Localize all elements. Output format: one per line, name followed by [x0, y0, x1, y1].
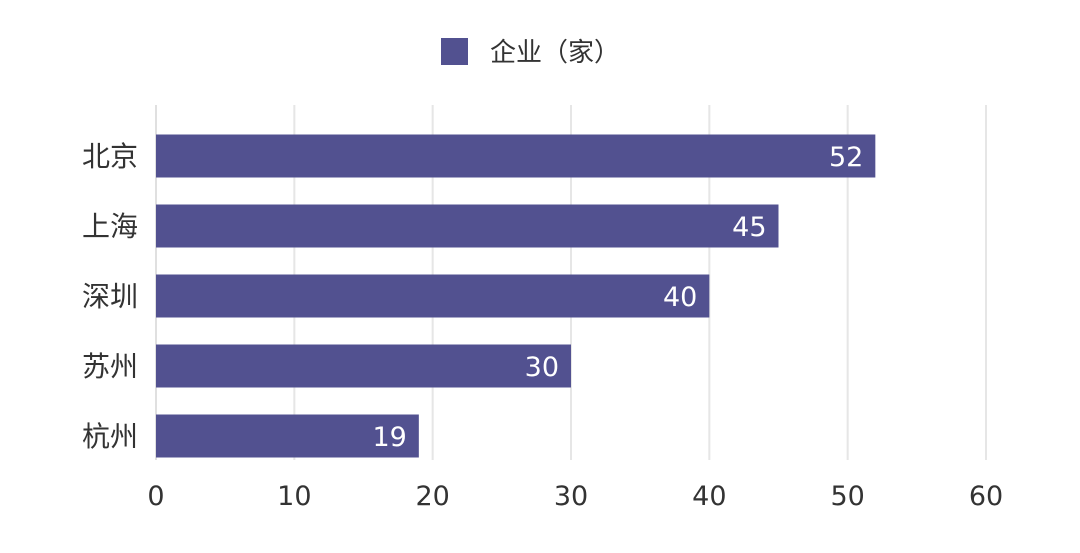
x-tick-label-60: 60 [969, 481, 1003, 512]
data-label-1: 45 [732, 212, 766, 243]
data-label-4: 19 [372, 422, 406, 453]
legend-swatch [441, 38, 468, 65]
category-label-2: 深圳 [82, 280, 138, 313]
category-label-0: 北京 [82, 140, 138, 173]
legend: 企业（家） [441, 38, 620, 68]
data-labels: 52 45 40 30 19 [372, 142, 863, 453]
category-label-4: 杭州 [82, 420, 138, 453]
bar-3 [156, 344, 571, 388]
x-tick-label-40: 40 [692, 481, 726, 512]
bar-2 [156, 274, 710, 318]
bar-0 [156, 134, 876, 178]
x-tick-label-20: 20 [415, 481, 449, 512]
legend-label: 企业（家） [490, 38, 620, 68]
category-label-3: 苏州 [82, 350, 138, 383]
category-label-1: 上海 [82, 210, 138, 243]
x-tick-label-50: 50 [830, 481, 864, 512]
x-tick-label-30: 30 [554, 481, 588, 512]
data-label-2: 40 [663, 282, 697, 313]
bar-4 [156, 414, 419, 458]
bar-1 [156, 204, 779, 248]
data-label-3: 30 [525, 352, 559, 383]
bars [156, 134, 876, 458]
x-tick-label-10: 10 [277, 481, 311, 512]
x-axis-tick-labels: 0 10 20 30 40 50 60 [147, 481, 1003, 512]
x-tick-label-0: 0 [147, 481, 164, 512]
data-label-0: 52 [829, 142, 863, 173]
